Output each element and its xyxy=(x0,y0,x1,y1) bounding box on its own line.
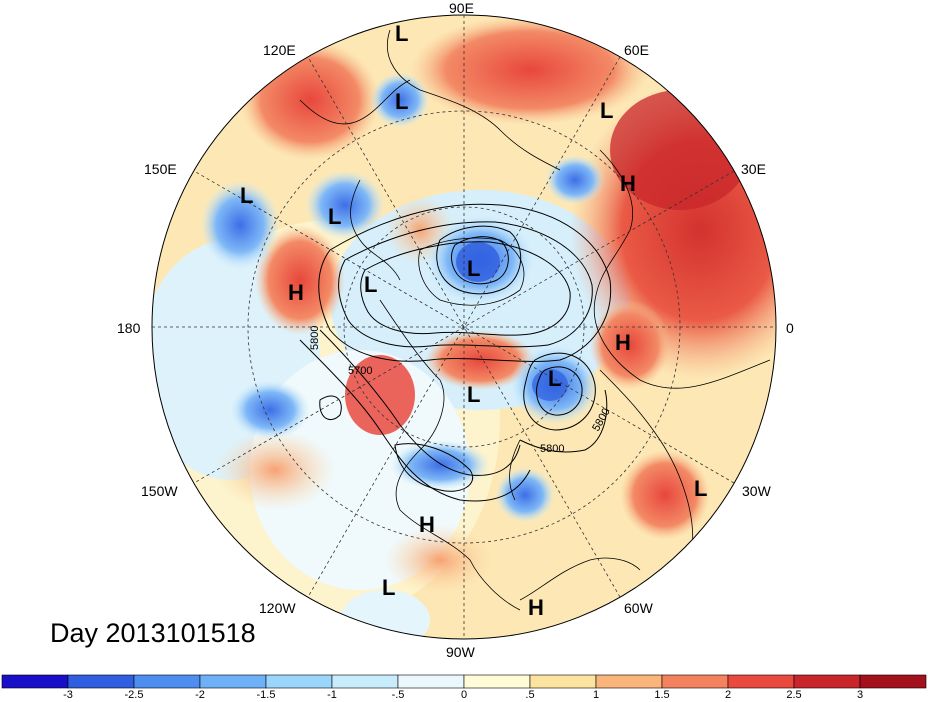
colorbar-tick-label: .5 xyxy=(525,689,534,701)
low-pressure-marker: L xyxy=(694,476,707,501)
date-label: Day 2013101518 xyxy=(50,618,256,648)
colorbar-tick-label: 2 xyxy=(725,689,731,701)
longitude-labels: 90E 60E 30E 0 30W 60W 90W 120W 150W 180 … xyxy=(117,0,794,660)
colorbar-swatch xyxy=(265,674,333,689)
low-pressure-marker: L xyxy=(548,366,561,391)
colorbar-swatch xyxy=(199,674,267,689)
colorbar-tick-label: -2 xyxy=(195,689,205,701)
height-contours xyxy=(299,203,612,502)
colorbar-swatch xyxy=(529,674,597,689)
lon-label-0: 0 xyxy=(786,320,794,336)
low-pressure-marker: L xyxy=(467,256,480,281)
lon-label-60e: 60E xyxy=(624,42,649,58)
high-pressure-marker: H xyxy=(620,171,636,196)
low-pressure-marker: L xyxy=(395,89,408,114)
colorbar-tick-label: 2.5 xyxy=(786,689,801,701)
graticule xyxy=(152,15,776,639)
low-pressure-marker: L xyxy=(364,272,377,297)
lon-label-90w: 90W xyxy=(446,644,476,660)
colorbar-swatch xyxy=(1,674,69,689)
low-pressure-marker: L xyxy=(467,382,480,407)
colorbar-tick-label: 1.5 xyxy=(654,689,669,701)
lon-label-150w: 150W xyxy=(141,483,178,499)
lon-label-30e: 30E xyxy=(741,161,766,177)
contour-label: 5800 xyxy=(540,443,564,455)
high-pressure-marker: H xyxy=(419,512,435,537)
anomaly-field xyxy=(152,15,776,639)
colorbar-swatch xyxy=(67,674,135,689)
colorbar-swatch xyxy=(859,674,927,689)
low-pressure-marker: L xyxy=(600,98,613,123)
colorbar-tick-label: 1 xyxy=(593,689,599,701)
contour-label: 5700 xyxy=(348,365,372,377)
colorbar-swatch xyxy=(133,674,201,689)
lon-label-120w: 120W xyxy=(259,600,296,616)
pressure-systems: L L L H L L L H L H L L L H L H xyxy=(240,21,707,620)
lon-label-30w: 30W xyxy=(742,483,772,499)
colorbar-swatch xyxy=(397,674,465,689)
colorbar-swatch xyxy=(727,674,795,689)
colorbar-tick-label: 0 xyxy=(461,689,467,701)
colorbar-tick-label: 3 xyxy=(857,689,863,701)
colorbar: -3 -2.5 -2 -1.5 -1 -.5 0 .5 1 1.5 2 2.5 3 xyxy=(1,674,927,701)
high-pressure-marker: H xyxy=(528,595,544,620)
lon-label-150e: 150E xyxy=(144,161,177,177)
colorbar-tick-label: -1 xyxy=(327,689,337,701)
contour-label: 5800 xyxy=(309,326,321,350)
colorbar-swatch xyxy=(595,674,663,689)
low-pressure-marker: L xyxy=(328,204,341,229)
lon-label-60w: 60W xyxy=(624,600,654,616)
colorbar-swatch xyxy=(661,674,729,689)
low-pressure-marker: L xyxy=(240,183,253,208)
lon-label-90e: 90E xyxy=(449,0,474,16)
high-pressure-marker: H xyxy=(615,330,631,355)
low-pressure-marker: L xyxy=(395,21,408,46)
colorbar-swatch xyxy=(331,674,399,689)
colorbar-tick-label: -1.5 xyxy=(257,689,276,701)
lon-label-120e: 120E xyxy=(263,42,296,58)
colorbar-tick-label: -.5 xyxy=(392,689,405,701)
lon-label-180: 180 xyxy=(117,320,141,336)
colorbar-swatch xyxy=(793,674,861,689)
low-pressure-marker: L xyxy=(382,575,395,600)
colorbar-tick-label: -3 xyxy=(63,689,73,701)
colorbar-swatch xyxy=(463,674,531,689)
colorbar-tick-label: -2.5 xyxy=(125,689,144,701)
high-pressure-marker: H xyxy=(288,280,304,305)
